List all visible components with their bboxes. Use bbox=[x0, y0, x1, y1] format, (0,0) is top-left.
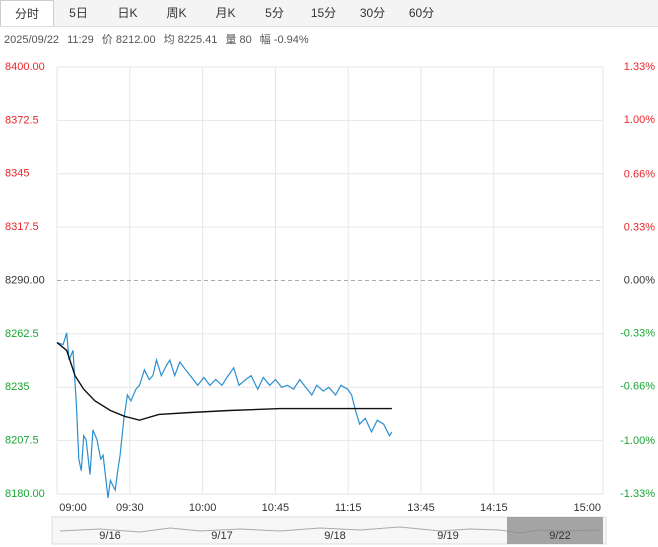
tab[interactable]: 周K bbox=[166, 6, 187, 20]
info-item: 均 8225.41 bbox=[163, 34, 218, 46]
y-tick-label: 8372.5 bbox=[5, 114, 39, 126]
navigator-date: 9/16 bbox=[99, 530, 120, 542]
info-item: 幅 -0.94% bbox=[259, 34, 309, 46]
y-tick-label: 8317.5 bbox=[5, 221, 39, 233]
x-tick-label: 09:30 bbox=[116, 502, 144, 514]
y2-tick-label: 0.00% bbox=[624, 274, 655, 286]
navigator-selection[interactable] bbox=[507, 517, 603, 544]
y-tick-label: 8235 bbox=[5, 381, 29, 393]
info-item: 量 80 bbox=[225, 34, 252, 46]
y2-tick-label: 1.33% bbox=[624, 61, 655, 73]
info-item: 价 8212.00 bbox=[101, 34, 156, 46]
y-tick-label: 8180.00 bbox=[5, 488, 45, 500]
tab[interactable]: 15分 bbox=[310, 6, 337, 20]
tab[interactable]: 日K bbox=[117, 6, 138, 20]
y2-tick-label: -1.00% bbox=[620, 435, 655, 447]
navigator-date: 9/18 bbox=[324, 530, 345, 542]
chart: 09:00 09:30 10:00 10:45 11:15 13:45 14:15 15:00… bbox=[5, 61, 655, 545]
x-tick-label: 15:00 bbox=[573, 502, 601, 514]
x-tick-label: 10:45 bbox=[262, 502, 290, 514]
y-tick-label: 8400.00 bbox=[5, 61, 45, 73]
x-tick-label: 13:45 bbox=[407, 502, 435, 514]
x-tick-label: 14:15 bbox=[480, 502, 508, 514]
y-tick-label: 8290.00 bbox=[5, 274, 45, 286]
y2-tick-label: -0.66% bbox=[620, 380, 655, 392]
info-line: 2025/09/22 11:29 价 8212.00 均 8225.41 量 80 幅 -… bbox=[0, 27, 658, 53]
y-tick-label: 8262.5 bbox=[5, 328, 39, 340]
y-tick-label: 8345 bbox=[5, 168, 29, 180]
tab[interactable]: 30分 bbox=[359, 6, 386, 20]
tab[interactable]: 5日 bbox=[69, 6, 88, 20]
series-line bbox=[56, 342, 392, 421]
y2-tick-label: -1.33% bbox=[620, 488, 655, 500]
navigator-date: 9/22 bbox=[549, 530, 570, 542]
y2-tick-label: 0.33% bbox=[624, 221, 655, 233]
info-item: 2025/09/22 bbox=[4, 34, 60, 46]
x-tick-label: 10:00 bbox=[189, 502, 217, 514]
y2-tick-label: 0.66% bbox=[624, 168, 655, 180]
tab[interactable]: 60分 bbox=[408, 6, 435, 20]
x-tick-label: 11:15 bbox=[335, 502, 362, 514]
navigator-date: 9/19 bbox=[437, 530, 458, 542]
tab[interactable]: 分时 bbox=[0, 0, 54, 26]
tab[interactable]: 月K bbox=[215, 6, 236, 20]
x-tick-label: 09:00 bbox=[59, 502, 87, 514]
y-tick-label: 8207.5 bbox=[5, 435, 39, 447]
navigator-date: 9/17 bbox=[211, 530, 232, 542]
tab-bar: 分时 5日 日K 周K 月K 5分 15分 30分 60分 bbox=[0, 0, 658, 27]
tab[interactable]: 5分 bbox=[265, 6, 284, 20]
series-line bbox=[56, 332, 393, 498]
y2-tick-label: -0.33% bbox=[620, 327, 655, 339]
info-item: 11:29 bbox=[67, 34, 94, 46]
y2-tick-label: 1.00% bbox=[624, 114, 655, 126]
